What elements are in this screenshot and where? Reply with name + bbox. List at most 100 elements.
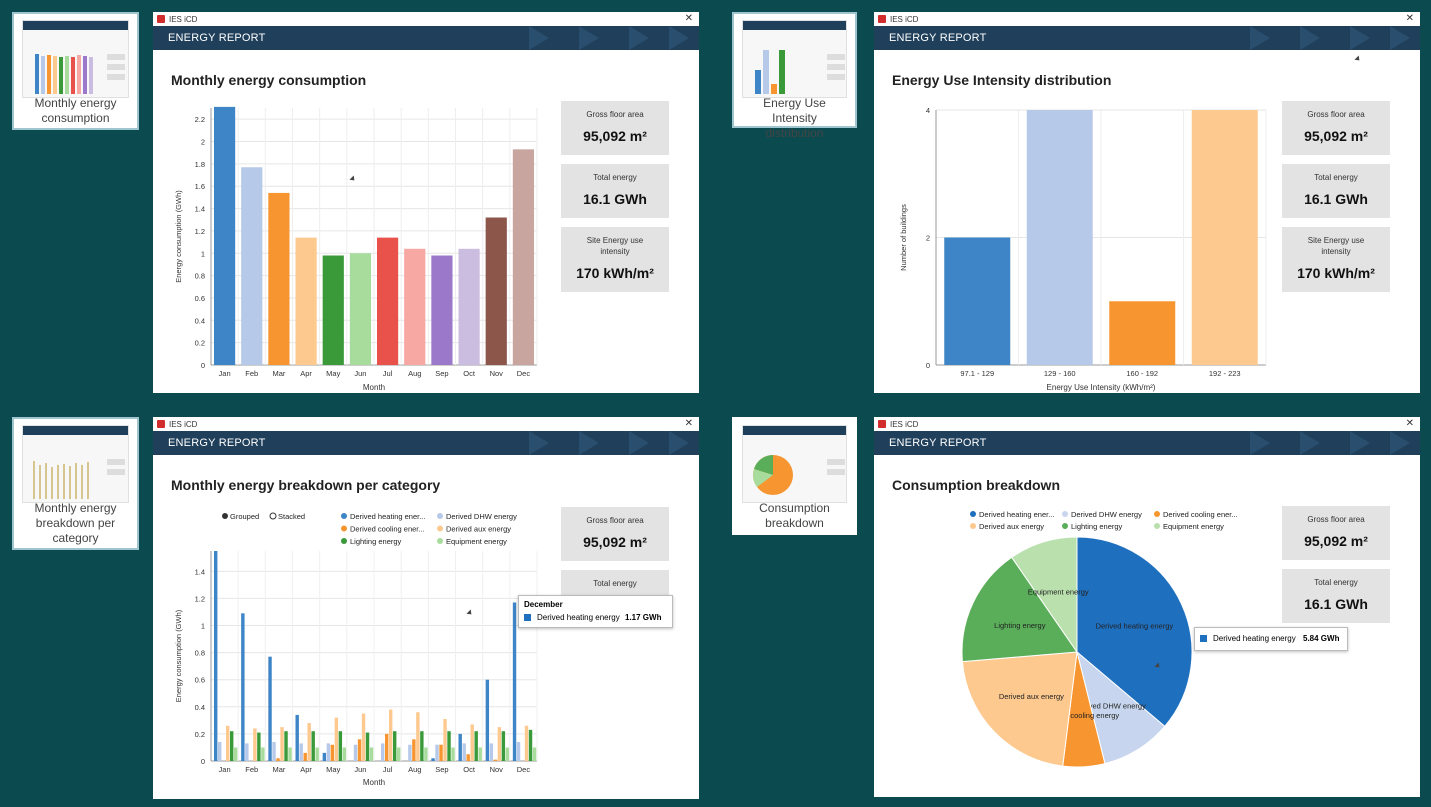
bar	[1026, 110, 1093, 365]
bar	[512, 149, 535, 365]
slice-label: Derived cooling energy	[1042, 711, 1119, 720]
bar	[342, 747, 347, 761]
y-tick-label: 1.4	[195, 567, 205, 576]
bar	[408, 744, 412, 761]
x-tick-label: Mar	[272, 765, 285, 774]
stat-site-eui: Site Energy use intensity 170 kWh/m²	[561, 227, 669, 292]
pie-slice	[1076, 536, 1193, 728]
y-tick-label: 2.2	[195, 115, 205, 124]
legend-swatch	[1154, 511, 1160, 517]
thumbnail-caption: Energy Use Intensity distribution	[763, 96, 826, 140]
bar	[226, 725, 230, 761]
bar	[501, 731, 506, 761]
report-window-monthly: IES iCD ✕ ENERGY REPORT Monthly energy c…	[153, 12, 699, 393]
close-button[interactable]: ✕	[1405, 418, 1414, 429]
tooltip-title: December	[524, 600, 563, 609]
close-button[interactable]: ✕	[1405, 13, 1414, 24]
legend-swatch	[970, 511, 976, 517]
bar	[241, 613, 245, 761]
bar	[381, 743, 385, 761]
thumbnail-monthly-energy-consumption[interactable]: Monthly energy consumption	[12, 12, 139, 130]
legend-swatch	[341, 538, 347, 544]
y-axis-title: Number of buildings	[899, 204, 908, 271]
bar	[489, 743, 494, 761]
legend-swatch	[1062, 523, 1068, 529]
stat-label: Gross floor area	[586, 110, 644, 119]
x-tick-label: May	[326, 765, 340, 774]
close-button[interactable]: ✕	[684, 418, 693, 429]
legend-label: Lighting energy	[350, 537, 402, 546]
legend-swatch	[437, 513, 443, 519]
bar	[528, 729, 533, 761]
bar	[330, 744, 335, 761]
legend-label: Equipment energy	[446, 537, 507, 546]
legend-label: Derived DHW energy	[1071, 510, 1142, 519]
bar	[365, 732, 370, 761]
legend-label: Lighting energy	[1071, 522, 1123, 531]
bar	[485, 217, 507, 365]
x-tick-label: Aug	[408, 369, 421, 378]
bar	[385, 733, 389, 761]
stat-label: Total energy	[593, 173, 637, 182]
bar	[512, 602, 517, 761]
x-tick-label: Feb	[245, 765, 258, 774]
bar	[357, 739, 362, 761]
thumbnail-caption: Monthly energy breakdown per category	[34, 501, 117, 545]
title-bar: IES iCD ✕	[153, 12, 699, 26]
thumbnail-eui-distribution[interactable]: Energy Use Intensity distribution	[732, 12, 857, 140]
x-tick-label: Apr	[300, 369, 312, 378]
bar	[416, 712, 420, 761]
bar	[431, 255, 453, 365]
thumbnail-consumption-breakdown[interactable]: Consumption breakdown	[732, 417, 857, 535]
chart-tooltip: December Derived heating energy 1.17 GWh	[518, 595, 673, 628]
thumbnail-monthly-breakdown[interactable]: Monthly energy breakdown per category	[12, 417, 139, 550]
slice-label: Derived DHW energy	[1075, 702, 1146, 711]
bar	[376, 237, 399, 365]
bar	[214, 551, 218, 761]
title-bar: IES iCD ✕	[874, 12, 1420, 26]
bar	[295, 714, 299, 761]
bar	[322, 255, 344, 365]
bar	[326, 743, 331, 761]
bar	[338, 731, 343, 761]
bar	[295, 237, 317, 365]
stat-value: 170 kWh/m²	[1297, 265, 1375, 281]
bar	[505, 747, 510, 761]
stat-total-energy: Total energy 16.1 GWh	[561, 164, 669, 218]
legend-label: Derived DHW energy	[446, 512, 517, 521]
monthly-consumption-chart: 0 0.2 0.4 0.6 0.8 1 1.2 1.4 1.6 1.8 2 2.2 Jan Feb Mar A…	[174, 106, 538, 392]
band-title: ENERGY REPORT	[168, 437, 266, 449]
x-tick-label: Dec	[517, 765, 531, 774]
bar	[307, 723, 311, 761]
radio-grouped-label: Grouped	[230, 512, 259, 521]
pie-slice	[961, 651, 1078, 767]
y-tick-label: 0.4	[195, 316, 205, 325]
stat-value: 170 kWh/m²	[576, 265, 654, 281]
y-tick-label: 0.4	[195, 703, 205, 712]
x-tick-label: Oct	[463, 765, 476, 774]
header-decoration	[1250, 431, 1410, 455]
stat-label: Total energy	[593, 579, 637, 588]
bar	[230, 731, 234, 761]
x-tick-label: Jan	[219, 765, 231, 774]
stat-value: 95,092 m²	[583, 534, 647, 550]
stat-label: Gross floor area	[1307, 110, 1365, 119]
bar	[241, 167, 263, 365]
x-tick-label: 192 - 223	[1209, 369, 1241, 378]
bar	[478, 747, 482, 761]
close-button[interactable]: ✕	[684, 13, 693, 24]
legend-label: Derived cooling ener...	[350, 525, 425, 534]
y-tick-label: 1	[201, 249, 205, 258]
band-title: ENERGY REPORT	[889, 437, 987, 449]
pie-slice	[961, 556, 1078, 663]
stat-label: Site Energy use intensity	[586, 236, 644, 256]
thumbnail-preview	[742, 20, 847, 98]
report-header-band: ENERGY REPORT	[153, 431, 699, 455]
y-axis-title: Energy consumption (GWh)	[174, 609, 183, 702]
legend-swatch	[437, 538, 443, 544]
stat-label: Total energy	[1314, 173, 1358, 182]
bar	[315, 747, 319, 761]
y-tick-label: 1.4	[195, 205, 205, 214]
slice-label: Equipment energy	[1028, 588, 1089, 597]
bar	[447, 731, 451, 761]
